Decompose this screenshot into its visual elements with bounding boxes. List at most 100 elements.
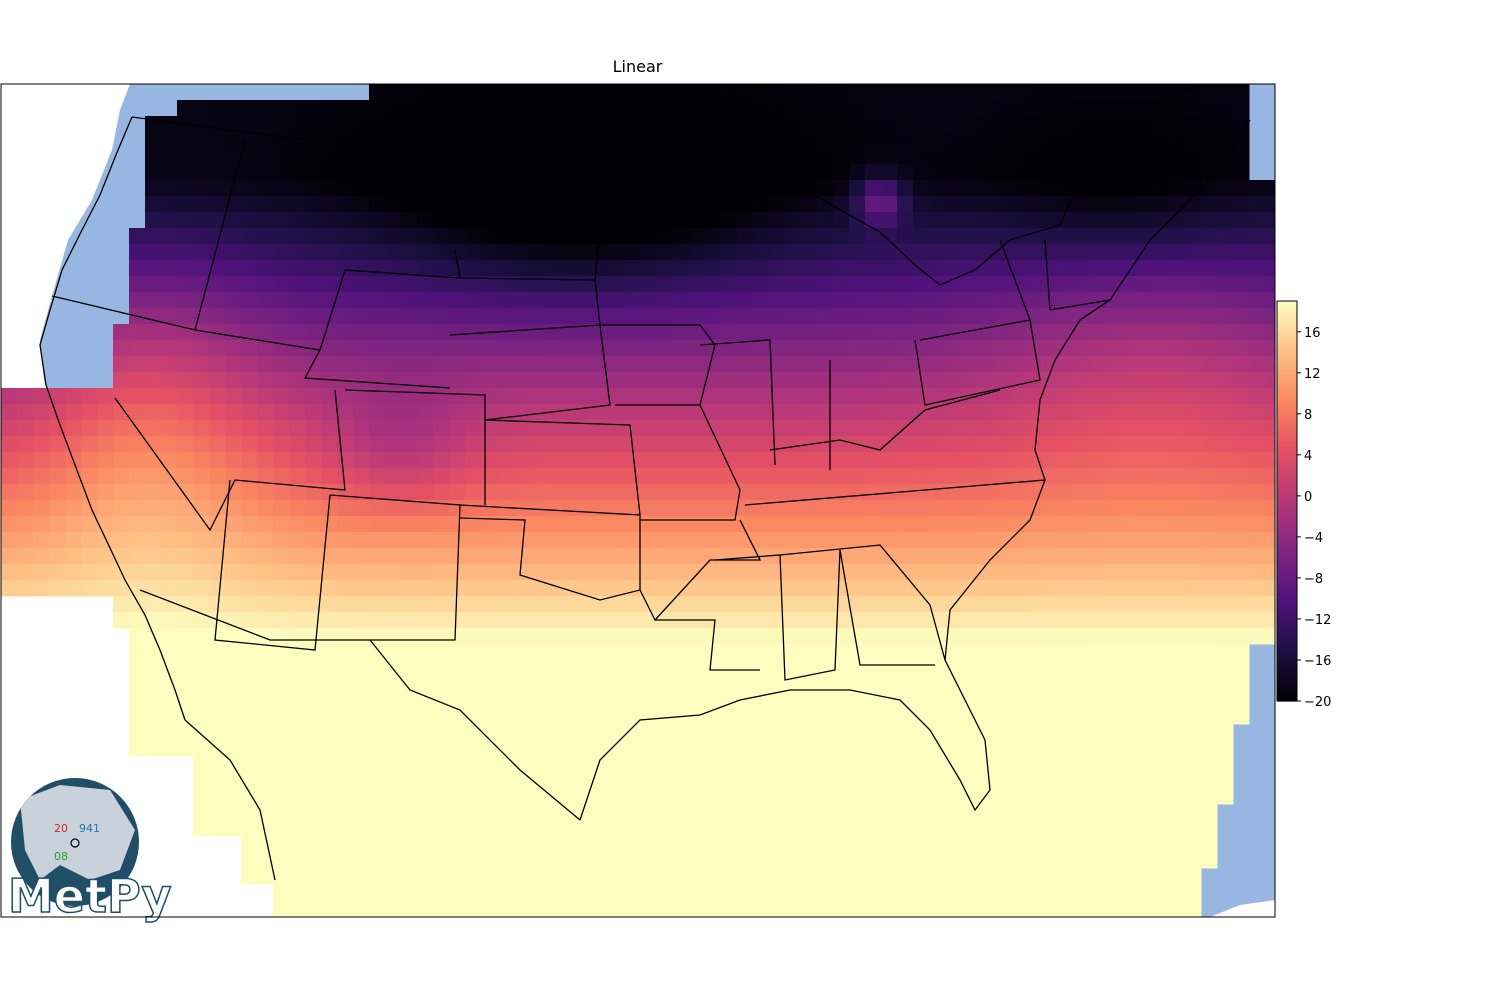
grid-cell bbox=[673, 356, 690, 373]
grid-cell bbox=[577, 724, 594, 741]
grid-cell bbox=[1041, 404, 1058, 421]
grid-cell bbox=[641, 276, 658, 293]
grid-cell bbox=[417, 676, 434, 693]
grid-cell bbox=[945, 788, 962, 805]
grid-cell bbox=[993, 708, 1010, 725]
grid-cell bbox=[673, 724, 690, 741]
grid-cell bbox=[273, 740, 290, 757]
grid-cell bbox=[1185, 452, 1202, 469]
grid-cell bbox=[641, 596, 658, 613]
grid-cell bbox=[129, 484, 146, 501]
grid-cell bbox=[817, 116, 834, 133]
grid-cell bbox=[849, 692, 866, 709]
grid-cell bbox=[193, 516, 210, 533]
grid-cell bbox=[1073, 708, 1090, 725]
grid-cell bbox=[721, 212, 738, 229]
grid-cell bbox=[849, 916, 866, 917]
grid-cell bbox=[657, 692, 674, 709]
grid-cell bbox=[145, 708, 162, 725]
grid-cell bbox=[657, 900, 674, 917]
grid-cell bbox=[1137, 468, 1154, 485]
grid-cell bbox=[401, 788, 418, 805]
grid-cell bbox=[705, 564, 722, 581]
grid-cell bbox=[1121, 852, 1138, 869]
grid-cell bbox=[769, 164, 786, 181]
grid-cell bbox=[241, 820, 258, 837]
grid-cell bbox=[449, 180, 466, 197]
grid-cell bbox=[433, 644, 450, 661]
grid-cell bbox=[1185, 740, 1202, 757]
grid-cell bbox=[1121, 84, 1138, 101]
grid-cell bbox=[449, 628, 466, 645]
grid-cell bbox=[833, 756, 850, 773]
grid-cell bbox=[1073, 548, 1090, 565]
grid-cell bbox=[1249, 420, 1266, 437]
grid-cell bbox=[1, 388, 18, 405]
grid-cell bbox=[657, 548, 674, 565]
grid-cell bbox=[913, 244, 930, 261]
grid-cell bbox=[1185, 548, 1202, 565]
grid-cell bbox=[817, 740, 834, 757]
grid-cell bbox=[865, 596, 882, 613]
grid-cell bbox=[433, 660, 450, 677]
grid-cell bbox=[721, 420, 738, 437]
grid-cell bbox=[145, 228, 162, 245]
grid-cell bbox=[353, 852, 370, 869]
grid-cell bbox=[353, 900, 370, 917]
grid-cell bbox=[769, 468, 786, 485]
grid-cell bbox=[1169, 388, 1186, 405]
grid-cell bbox=[1153, 292, 1170, 309]
grid-cell bbox=[305, 356, 322, 373]
grid-cell bbox=[33, 468, 50, 485]
grid-cell bbox=[737, 772, 754, 789]
grid-cell bbox=[849, 532, 866, 549]
grid-cell bbox=[161, 676, 178, 693]
grid-cell bbox=[721, 468, 738, 485]
grid-cell bbox=[529, 660, 546, 677]
grid-cell bbox=[945, 100, 962, 117]
grid-cell bbox=[801, 164, 818, 181]
grid-cell bbox=[241, 484, 258, 501]
grid-cell bbox=[593, 420, 610, 437]
grid-cell bbox=[337, 180, 354, 197]
grid-cell bbox=[129, 292, 146, 309]
grid-cell bbox=[97, 500, 114, 517]
grid-cell bbox=[625, 564, 642, 581]
grid-cell bbox=[481, 388, 498, 405]
grid-cell bbox=[961, 724, 978, 741]
grid-cell bbox=[193, 756, 210, 773]
grid-cell bbox=[593, 260, 610, 277]
grid-cell bbox=[1009, 548, 1026, 565]
grid-cell bbox=[689, 132, 706, 149]
grid-cell bbox=[177, 148, 194, 165]
grid-cell bbox=[1217, 372, 1234, 389]
grid-cell bbox=[369, 596, 386, 613]
grid-cell bbox=[529, 756, 546, 773]
grid-cell bbox=[385, 196, 402, 213]
grid-cell bbox=[1041, 132, 1058, 149]
grid-cell bbox=[1009, 84, 1026, 101]
grid-cell bbox=[1025, 836, 1042, 853]
grid-cell bbox=[993, 260, 1010, 277]
colorbar-segment bbox=[1277, 653, 1297, 658]
grid-cell bbox=[817, 404, 834, 421]
grid-cell bbox=[1057, 868, 1074, 885]
grid-cell bbox=[929, 308, 946, 325]
grid-cell bbox=[273, 196, 290, 213]
grid-cell bbox=[913, 820, 930, 837]
grid-cell bbox=[913, 884, 930, 901]
grid-cell bbox=[705, 164, 722, 181]
colorbar-segment bbox=[1277, 409, 1297, 414]
grid-cell bbox=[481, 244, 498, 261]
grid-cell bbox=[177, 292, 194, 309]
grid-cell bbox=[1217, 292, 1234, 309]
grid-cell bbox=[1073, 100, 1090, 117]
grid-cell bbox=[497, 228, 514, 245]
grid-cell bbox=[1217, 772, 1234, 789]
grid-cell bbox=[545, 548, 562, 565]
grid-cell bbox=[1153, 468, 1170, 485]
grid-cell bbox=[193, 612, 210, 629]
grid-cell bbox=[1249, 628, 1266, 645]
grid-cell bbox=[241, 404, 258, 421]
grid-cell bbox=[177, 132, 194, 149]
